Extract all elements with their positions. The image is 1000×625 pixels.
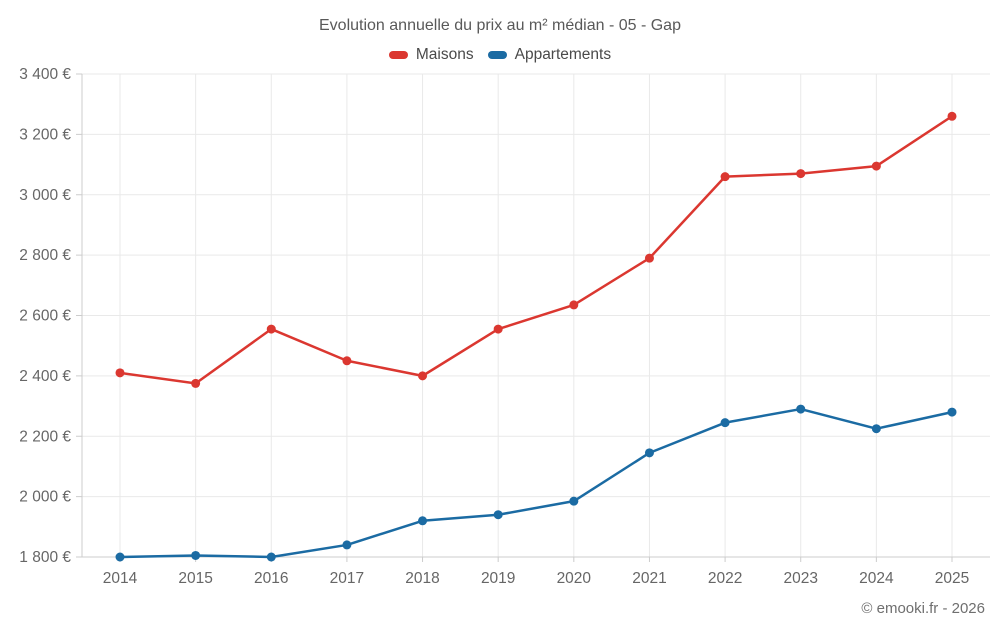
x-tick-label: 2018	[405, 570, 439, 587]
appartements-data-point[interactable]	[191, 550, 201, 560]
x-tick-label: 2024	[859, 570, 894, 587]
legend-item-appartements[interactable]: Appartements	[487, 46, 612, 64]
y-tick-label: 2 200 €	[19, 428, 71, 445]
appartements-data-point[interactable]	[115, 552, 125, 562]
maisons-data-point[interactable]	[796, 169, 806, 179]
maisons-data-point[interactable]	[418, 371, 428, 381]
x-tick-label: 2014	[103, 570, 138, 587]
y-tick-label: 3 000 €	[19, 187, 71, 204]
x-tick-label: 2020	[557, 570, 592, 587]
chart-footer-credit: © emooki.fr - 2026	[861, 600, 985, 617]
appartements-data-point[interactable]	[644, 448, 654, 458]
appartements-data-point[interactable]	[720, 418, 730, 428]
maisons-data-point[interactable]	[947, 111, 957, 121]
x-tick-label: 2019	[481, 570, 515, 587]
y-tick-label: 2 000 €	[19, 489, 71, 506]
maisons-data-point[interactable]	[115, 368, 125, 378]
x-tick-label: 2025	[935, 570, 969, 587]
y-tick-label: 2 600 €	[19, 308, 71, 325]
appartements-data-point[interactable]	[418, 516, 428, 526]
x-tick-label: 2017	[330, 570, 364, 587]
maisons-data-point[interactable]	[191, 378, 201, 388]
chart-legend: Maisons Appartements	[0, 46, 1000, 64]
x-tick-label: 2021	[632, 570, 666, 587]
x-tick-label: 2016	[254, 570, 288, 587]
appartements-data-point[interactable]	[871, 424, 881, 434]
appartements-data-point[interactable]	[342, 540, 352, 550]
appartements-data-point[interactable]	[493, 510, 503, 520]
y-tick-label: 2 400 €	[19, 368, 71, 385]
y-tick-label: 3 400 €	[19, 66, 71, 83]
legend-label-appartements: Appartements	[514, 46, 612, 63]
appartements-data-point[interactable]	[569, 496, 579, 506]
maisons-data-point[interactable]	[871, 161, 881, 171]
y-tick-label: 2 800 €	[19, 247, 71, 264]
chart-title: Evolution annuelle du prix au m² médian …	[319, 17, 681, 34]
y-tick-label: 1 800 €	[19, 549, 71, 566]
legend-label-maisons: Maisons	[415, 46, 474, 63]
maisons-data-point[interactable]	[644, 253, 654, 263]
maisons-series-swatch-icon	[388, 51, 408, 59]
appartements-data-point[interactable]	[947, 407, 957, 417]
maisons-data-point[interactable]	[493, 324, 503, 334]
x-tick-label: 2022	[708, 570, 742, 587]
maisons-data-point[interactable]	[720, 172, 730, 182]
appartements-data-point[interactable]	[266, 552, 276, 562]
maisons-data-point[interactable]	[342, 356, 352, 366]
appartements-series-line	[118, 407, 954, 559]
legend-item-maisons[interactable]: Maisons	[388, 46, 474, 64]
appartements-series-swatch-icon	[487, 51, 507, 59]
x-tick-label: 2023	[783, 570, 817, 587]
maisons-data-point[interactable]	[266, 324, 276, 334]
x-tick-label: 2015	[178, 570, 212, 587]
maisons-series-line	[118, 115, 954, 385]
maisons-data-point[interactable]	[569, 300, 579, 310]
y-tick-label: 3 200 €	[19, 126, 71, 143]
appartements-data-point[interactable]	[796, 404, 806, 414]
